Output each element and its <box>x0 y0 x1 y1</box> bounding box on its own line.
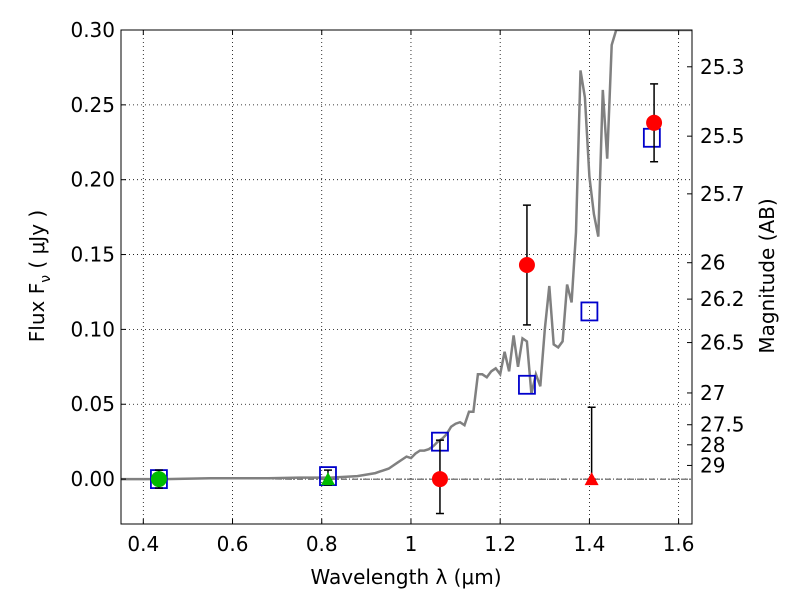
model-flux-square <box>580 301 599 322</box>
y-tick-label: 0.30 <box>70 18 115 42</box>
y2-tick-label: 25.7 <box>700 182 745 206</box>
grid <box>121 29 692 524</box>
plot-frame <box>120 29 693 525</box>
y-tick-label: 0.25 <box>70 93 115 117</box>
x-tick-label: 1.2 <box>484 532 516 556</box>
y2-tick-label: 25.3 <box>700 55 745 79</box>
model-sed-layer <box>121 30 692 481</box>
x-tick-labels: 0.4 0.6 0.8 1 1.2 1.4 1.6 <box>127 532 694 556</box>
x-tick-label: 1 <box>405 532 418 556</box>
y2-tick-label: 29 <box>700 453 725 477</box>
x-tick-label: 0.6 <box>217 532 249 556</box>
y-tick-label: 0.10 <box>70 317 115 341</box>
observed-flux-point <box>646 114 663 131</box>
model-flux-square <box>642 127 661 148</box>
y2-tick-label: 26 <box>700 251 725 275</box>
x-tick-label: 0.4 <box>127 532 159 556</box>
y2-tick-label: 27 <box>700 381 725 405</box>
y-axis-label-subscript: ν <box>38 275 54 283</box>
y2-tick-label: 26.2 <box>700 287 745 311</box>
x-tick-label: 1.6 <box>663 532 695 556</box>
y-tick-label: 0.15 <box>70 243 115 267</box>
upper-limit-triangle <box>584 472 599 486</box>
observed-flux-point <box>518 257 535 274</box>
y2-tick-label: 26.5 <box>700 331 745 355</box>
model-flux-square <box>518 374 536 395</box>
y-axis-label-main: Flux F <box>25 283 49 342</box>
y-axis-label-unit: ( μJy ) <box>25 210 49 275</box>
y2-axis-label: Magnitude (AB) <box>755 198 779 353</box>
y-tick-label: 0.00 <box>70 467 115 491</box>
y2-tick-label: 27.5 <box>700 413 745 437</box>
y2-tick-label: 28 <box>700 433 725 457</box>
axis-ticks <box>121 29 692 524</box>
y-tick-label: 0.05 <box>70 392 115 416</box>
y2-tick-label: 25.5 <box>700 124 745 148</box>
model-sed-line <box>121 30 692 481</box>
x-tick-label: 1.4 <box>573 532 605 556</box>
data-points-layer <box>150 83 663 515</box>
upper-limit-triangle <box>320 472 335 486</box>
observed-flux-point <box>150 471 167 488</box>
x-axis-label: Wavelength λ (μm) <box>310 565 501 589</box>
x-tick-label: 0.8 <box>306 532 338 556</box>
y-tick-label: 0.20 <box>70 168 115 192</box>
observed-flux-point <box>431 471 448 488</box>
y-tick-labels: 0.00 0.05 0.10 0.15 0.20 0.25 0.30 <box>70 18 115 491</box>
y-axis-label: Flux Fν ( μJy ) <box>25 210 54 342</box>
